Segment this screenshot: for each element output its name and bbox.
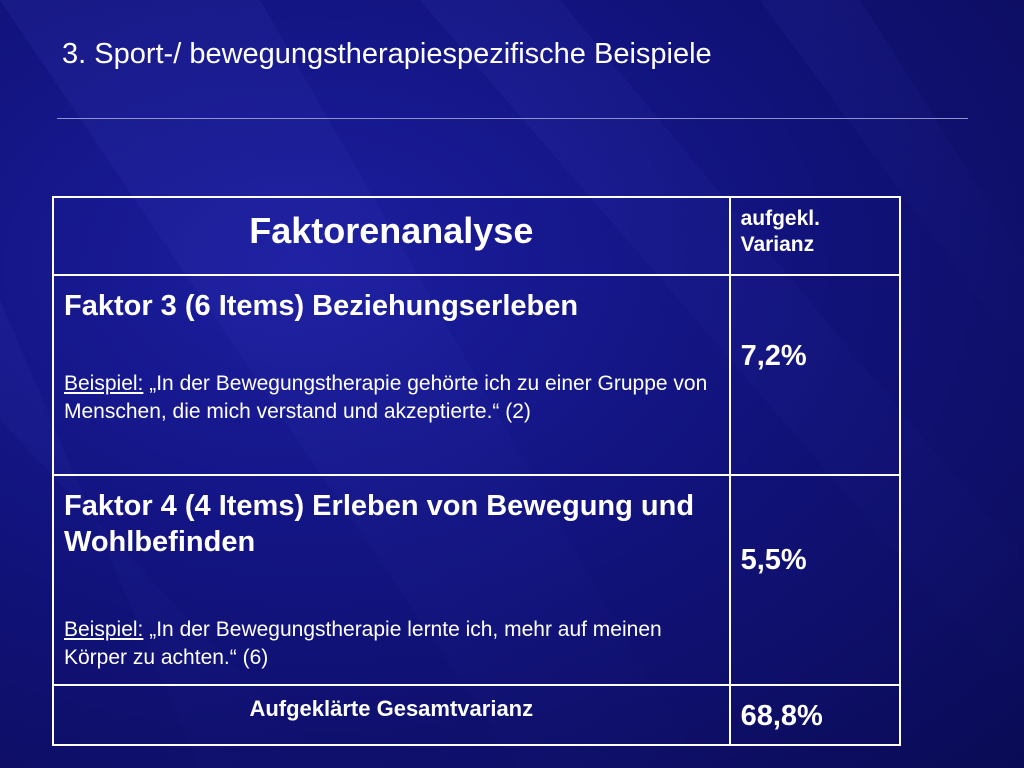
table-row: Faktor 3 (6 Items) Beziehungserleben Bei… bbox=[52, 274, 902, 476]
table-header-row: Faktorenanalyse aufgekl. Varianz bbox=[52, 196, 902, 276]
factor-cell: Faktor 4 (4 Items) Erleben von Bewegung … bbox=[52, 474, 731, 686]
total-variance-value: 68,8% bbox=[728, 684, 902, 746]
factor-example: Beispiel: „In der Bewegungstherapie lern… bbox=[64, 616, 719, 672]
factor-example: Beispiel: „In der Bewegungstherapie gehö… bbox=[64, 370, 719, 426]
example-label: Beispiel: bbox=[64, 618, 144, 641]
factor-analysis-table: Faktorenanalyse aufgekl. Varianz Faktor … bbox=[52, 196, 902, 746]
factor-title: Faktor 4 (4 Items) Erleben von Bewegung … bbox=[64, 490, 695, 558]
header-side-line1: aufgekl. bbox=[740, 207, 820, 230]
variance-value: 5,5% bbox=[728, 474, 902, 686]
example-label: Beispiel: bbox=[64, 372, 144, 395]
table-row: Faktor 4 (4 Items) Erleben von Bewegung … bbox=[52, 474, 902, 686]
header-explained-variance: aufgekl. Varianz bbox=[728, 196, 902, 276]
slide-title: 3. Sport-/ bewegungstherapiespezifische … bbox=[62, 38, 712, 70]
header-factor-analysis: Faktorenanalyse bbox=[52, 196, 731, 276]
example-text: „In der Bewegungstherapie lernte ich, me… bbox=[64, 618, 662, 669]
example-text: „In der Bewegungstherapie gehörte ich zu… bbox=[64, 372, 708, 423]
factor-title: Faktor 3 (6 Items) Beziehungserleben bbox=[64, 290, 579, 322]
table-footer-row: Aufgeklärte Gesamtvarianz 68,8% bbox=[52, 684, 902, 746]
title-divider bbox=[57, 118, 968, 119]
header-side-line2: Varianz bbox=[740, 233, 815, 256]
factor-cell: Faktor 3 (6 Items) Beziehungserleben Bei… bbox=[52, 274, 731, 476]
variance-value: 7,2% bbox=[728, 274, 902, 476]
total-variance-label: Aufgeklärte Gesamtvarianz bbox=[52, 684, 731, 746]
